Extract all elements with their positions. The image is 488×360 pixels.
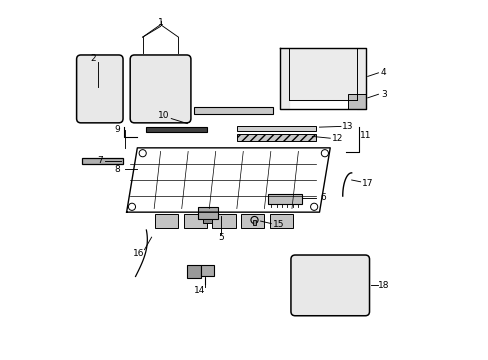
Text: 12: 12 (331, 134, 343, 143)
Bar (155, 214, 178, 228)
Text: 18: 18 (377, 281, 389, 290)
Bar (212, 214, 235, 228)
Text: 4: 4 (380, 68, 386, 77)
Text: 6: 6 (320, 193, 325, 202)
Text: 2: 2 (90, 54, 95, 63)
Bar (252, 220, 256, 225)
Text: 15: 15 (272, 220, 284, 229)
Text: 11: 11 (360, 131, 371, 140)
Bar (183, 214, 206, 228)
Text: 3: 3 (380, 90, 386, 99)
Text: 16: 16 (133, 249, 144, 258)
Bar (267, 194, 301, 204)
Bar (237, 134, 315, 141)
Text: 9: 9 (115, 126, 121, 135)
Bar (187, 265, 201, 278)
Bar (194, 108, 272, 114)
Polygon shape (280, 48, 365, 109)
Bar (269, 214, 292, 228)
FancyBboxPatch shape (130, 55, 190, 123)
Bar (201, 265, 214, 276)
Text: 1: 1 (157, 18, 163, 27)
FancyBboxPatch shape (290, 255, 369, 316)
Bar (237, 126, 315, 131)
FancyBboxPatch shape (77, 55, 123, 123)
Bar (241, 214, 264, 228)
Bar (198, 207, 217, 219)
Bar (146, 127, 206, 132)
Text: 8: 8 (115, 165, 121, 174)
Text: 5: 5 (218, 233, 224, 242)
Bar (82, 158, 123, 163)
Text: 14: 14 (194, 286, 205, 295)
Text: 17: 17 (361, 179, 373, 188)
Text: 10: 10 (158, 111, 169, 120)
Text: 13: 13 (342, 122, 353, 131)
Text: 7: 7 (97, 156, 102, 165)
Bar (347, 94, 365, 109)
Bar (203, 219, 212, 223)
